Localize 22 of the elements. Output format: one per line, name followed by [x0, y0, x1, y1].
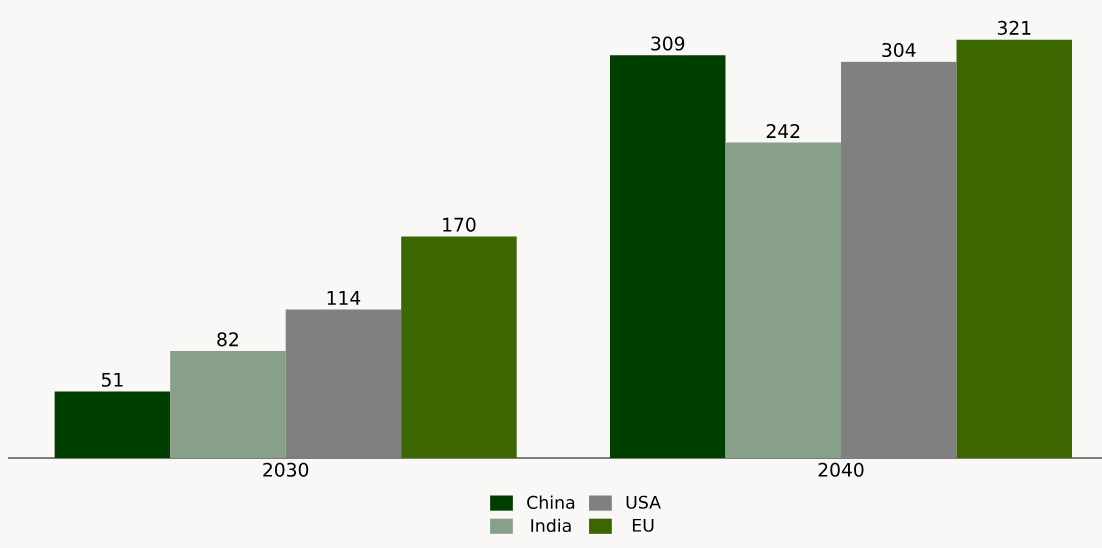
legend-label: USA — [626, 495, 661, 509]
data-label: 51 — [101, 372, 123, 387]
bar — [956, 39, 1073, 458]
bar — [725, 142, 841, 458]
data-label: 82 — [217, 332, 238, 347]
legend-label: EU — [632, 518, 654, 532]
x-tick-label: 2040 — [818, 462, 864, 477]
data-label: 304 — [882, 42, 916, 58]
bar — [170, 351, 286, 458]
data-label: 321 — [997, 20, 1031, 35]
bar — [841, 61, 957, 458]
data-label: 114 — [327, 291, 361, 305]
data-label: 309 — [651, 36, 685, 51]
bar — [609, 55, 726, 458]
data-label: 170 — [443, 217, 476, 232]
legend-label: India — [531, 518, 571, 533]
data-label: 242 — [766, 124, 800, 138]
bar — [285, 309, 402, 458]
bar — [401, 236, 517, 458]
legend-label: China — [527, 495, 575, 509]
bar — [54, 391, 171, 458]
x-tick-label: 2030 — [263, 462, 309, 477]
